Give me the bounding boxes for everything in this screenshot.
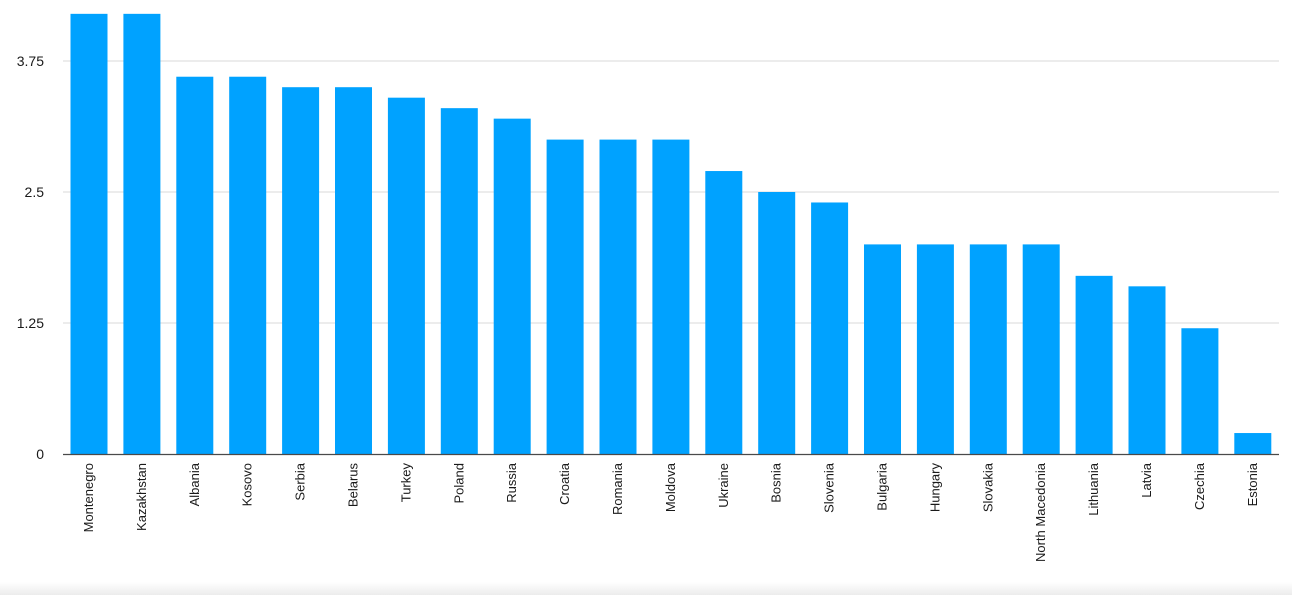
bar xyxy=(229,76,267,454)
x-tick-label: Poland xyxy=(451,463,466,503)
bar xyxy=(176,76,214,454)
bar xyxy=(123,13,161,455)
bar xyxy=(599,139,637,454)
x-tick-label: Estonia xyxy=(1245,462,1260,506)
x-tick-label: Serbia xyxy=(293,462,308,500)
x-axis-tick-labels: Montenegro Kazakhstan Albania Kosovo Serbia B… xyxy=(81,462,1260,562)
x-tick-label: North Macedonia xyxy=(1033,462,1048,562)
bar xyxy=(387,97,425,455)
x-tick-label: Croatia xyxy=(557,462,572,505)
y-tick-label: 1.25 xyxy=(17,315,44,331)
x-tick-label: Ukraine xyxy=(716,463,731,508)
x-tick-label: Moldova xyxy=(663,462,678,512)
bar xyxy=(546,139,584,454)
y-tick-label: 0 xyxy=(36,446,44,462)
x-tick-label: Slovenia xyxy=(822,462,837,513)
y-tick-label: 3.75 xyxy=(17,53,44,69)
x-tick-label: Czechia xyxy=(1192,462,1207,510)
bar xyxy=(493,118,531,454)
bar xyxy=(1075,275,1113,454)
bottom-shade xyxy=(0,582,1292,595)
x-tick-label: Kazakhstan xyxy=(134,463,149,531)
bar xyxy=(1022,244,1060,454)
x-tick-label: Hungary xyxy=(927,463,942,513)
bar xyxy=(335,87,372,454)
bar xyxy=(811,202,849,454)
x-tick-label: Bulgaria xyxy=(875,462,890,510)
y-axis-tick-labels: 0 1.25 2.5 3.75 xyxy=(17,53,44,462)
bar xyxy=(440,108,478,454)
x-tick-label: Turkey xyxy=(398,463,413,503)
bar xyxy=(1181,328,1219,454)
bar xyxy=(1128,286,1166,454)
x-tick-label: Romania xyxy=(610,462,625,515)
bar xyxy=(70,13,108,455)
bar xyxy=(1234,433,1272,454)
x-tick-label: Russia xyxy=(504,462,519,503)
bar xyxy=(282,87,320,454)
x-tick-label: Latvia xyxy=(1139,462,1154,497)
bar xyxy=(864,244,901,454)
x-tick-label: Lithuania xyxy=(1086,462,1101,516)
x-tick-label: Belarus xyxy=(346,463,361,508)
x-tick-label: Albania xyxy=(187,462,202,506)
x-tick-label: Slovakia xyxy=(980,462,995,512)
x-tick-label: Montenegro xyxy=(81,463,96,532)
bar xyxy=(758,192,796,454)
bar xyxy=(916,244,954,454)
bar xyxy=(705,171,743,455)
bar xyxy=(652,139,690,454)
y-tick-label: 2.5 xyxy=(25,184,45,200)
x-tick-label: Kosovo xyxy=(240,463,255,506)
bar xyxy=(969,244,1007,454)
bars xyxy=(70,13,1272,455)
x-tick-label: Bosnia xyxy=(769,462,784,503)
